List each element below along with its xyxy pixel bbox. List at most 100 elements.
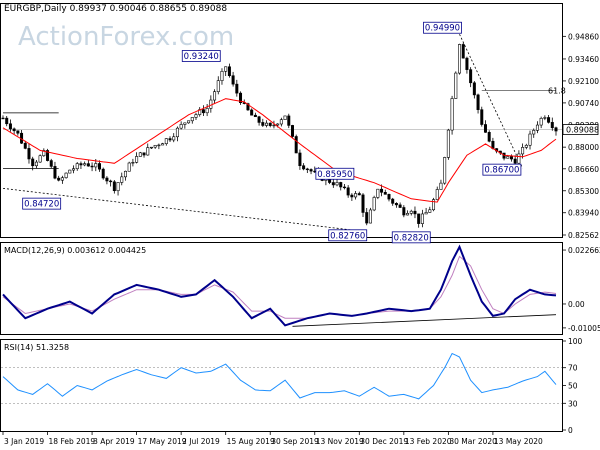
fib-label: 61.8: [548, 87, 566, 96]
price-level-tag: 0.82760: [328, 229, 368, 241]
x-tick-label: 2 Jul 2019: [182, 437, 220, 446]
candle-body: [239, 92, 243, 103]
candle-body: [524, 144, 528, 148]
candle-body: [509, 156, 513, 160]
rsi-y-tick-label: 50: [568, 382, 578, 391]
price-level-labels: 0.94990 0.93240 0.85950 0.84720 0.86700 0.827…: [22, 21, 522, 243]
candle-body: [387, 194, 391, 200]
price-level-tag: 0.94990: [423, 21, 462, 34]
candle-body: [224, 66, 228, 72]
candle-body: [175, 127, 179, 138]
x-tick-label: 17 May 2019: [138, 437, 187, 446]
price-candles: [1, 42, 558, 228]
x-tick-label: 13 Feb 2020: [405, 437, 452, 446]
candle-body: [168, 138, 172, 141]
candle-body: [31, 158, 35, 167]
candle-body: [38, 155, 42, 163]
price-level-box: [315, 167, 355, 180]
candle-body: [547, 117, 551, 123]
price-level-tag: 0.82820: [391, 231, 431, 243]
price-level-box: [423, 21, 462, 34]
candle-body: [164, 138, 168, 144]
candle-body: [290, 125, 294, 137]
candle-body: [79, 163, 83, 166]
candle-body: [205, 108, 209, 114]
x-tick-label: 3 Apr 2019: [93, 437, 135, 446]
candle-body: [231, 75, 235, 85]
candle-body: [194, 114, 198, 118]
watermark-text: ActionForex.com: [18, 22, 234, 52]
rsi-gridlines: [1, 367, 562, 404]
price-y-tick-label: 0.94860: [568, 32, 599, 41]
candle-body: [250, 109, 254, 116]
macd-trendline: [292, 314, 557, 327]
price-trendline: [2, 187, 367, 233]
candle-body: [376, 188, 380, 198]
macd-y-tick-label: 0.00: [568, 300, 585, 309]
candle-body: [331, 182, 335, 186]
candle-body: [517, 153, 521, 164]
rsi-y-tick-label: 70: [568, 364, 578, 373]
candle-body: [109, 180, 113, 183]
price-y-tick-label: 0.83940: [568, 209, 599, 218]
candle-body: [1, 117, 5, 120]
candle-body: [439, 182, 443, 190]
candle-body: [265, 122, 269, 126]
candle-body: [27, 148, 31, 160]
candle-body: [75, 163, 79, 170]
candle-body: [398, 204, 402, 208]
candle-body: [302, 165, 306, 170]
candle-body: [142, 152, 146, 156]
price-level-label: 0.93240: [184, 52, 219, 62]
candle-body: [135, 156, 139, 163]
candle-body: [391, 198, 395, 204]
candle-body: [5, 117, 9, 125]
rsi-panel-frame: [0, 339, 563, 432]
candle-body: [294, 136, 298, 154]
rsi-title: RSI(14) 51.3258: [4, 343, 69, 352]
candle-body: [60, 177, 64, 181]
candle-body: [183, 122, 187, 125]
candle-body: [476, 94, 480, 110]
candle-body: [339, 182, 343, 188]
x-tick-label: 13 Nov 2019: [316, 437, 364, 446]
candle-body: [261, 122, 265, 126]
candle-body: [83, 163, 87, 166]
x-tick-label: 30 Mar 2020: [449, 437, 497, 446]
macd-y-axis: 0.022662 0.00 -0.010052: [562, 246, 600, 333]
rsi-y-tick-label: 100: [568, 337, 583, 346]
candle-body: [116, 182, 120, 192]
price-level-tag: 0.84720: [22, 197, 62, 210]
candle-body: [105, 177, 109, 182]
candle-body: [446, 129, 450, 158]
rsi-y-axis: 100 70 50 30 0: [562, 337, 583, 435]
price-level-box: [482, 163, 522, 176]
rsi-line: [2, 352, 557, 400]
candle-body: [123, 170, 127, 178]
price-level-label: 0.82820: [394, 233, 429, 243]
macd-signal-line: [2, 255, 557, 319]
candle-body: [227, 66, 231, 77]
candle-body: [157, 144, 161, 147]
candle-body: [153, 144, 157, 148]
candle-body: [298, 152, 302, 167]
macd-y-tick-label: 0.022662: [568, 246, 600, 255]
candle-body: [383, 191, 387, 195]
candle-body: [23, 142, 27, 149]
candle-body: [417, 213, 421, 224]
candle-body: [53, 166, 57, 179]
x-tick-label: 3 Jan 2019: [4, 437, 44, 446]
price-level-tag: 0.85950: [315, 167, 355, 180]
price-level-tag: 0.93240: [181, 50, 221, 62]
candle-body: [305, 168, 309, 171]
x-tick-label: 30 Sep 2019: [271, 437, 319, 446]
candle-body: [506, 156, 510, 159]
candle-body: [480, 109, 484, 125]
candle-body: [409, 210, 413, 214]
candle-body: [253, 114, 257, 118]
candle-body: [402, 207, 406, 216]
candle-body: [146, 147, 150, 156]
candle-body: [554, 127, 558, 132]
candle-body: [406, 213, 410, 216]
candle-body: [424, 212, 428, 215]
